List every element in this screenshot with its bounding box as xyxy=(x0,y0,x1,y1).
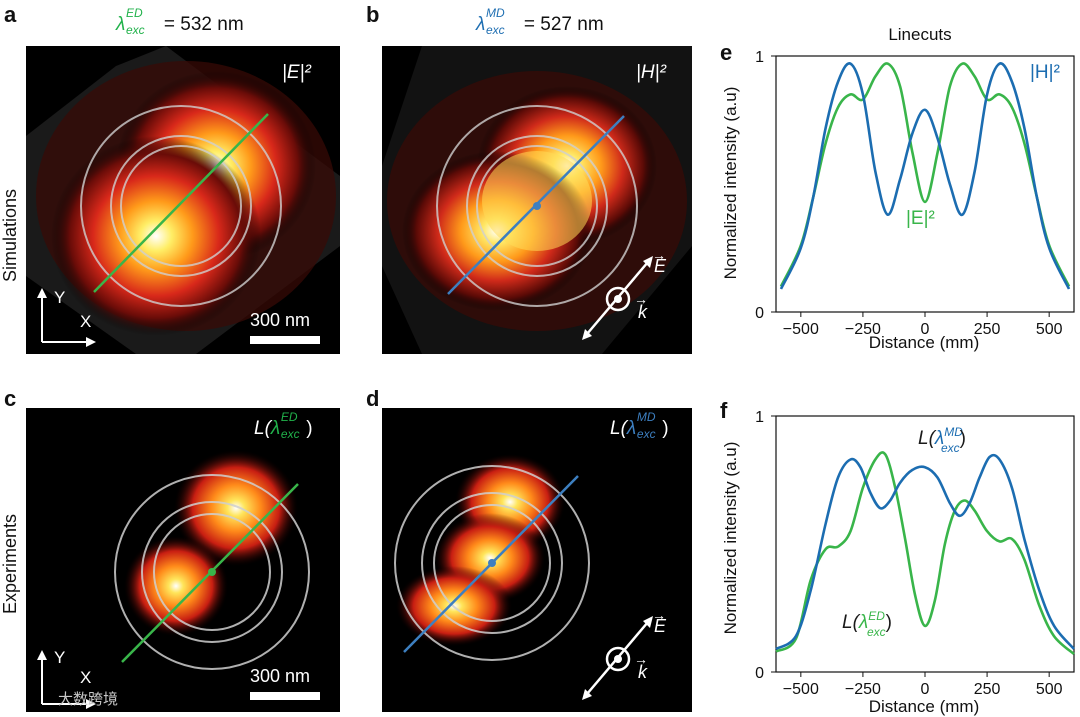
y-tick-label: 1 xyxy=(755,409,764,426)
series-line xyxy=(779,62,1071,290)
scale-bar-label-c: 300 nm xyxy=(250,666,311,686)
k-vector-label: k xyxy=(638,302,647,322)
series-line xyxy=(775,453,1075,651)
chart-f-ylabel: Normalized intensity (a.u) xyxy=(721,442,740,635)
chart-e-annotation-E: |E|² xyxy=(906,208,935,229)
panel-d-image: L(λ MD exc) E → k → xyxy=(382,408,692,712)
field-label-E: |E|² xyxy=(282,62,311,83)
k-vector-arrow-icon: → xyxy=(634,291,648,307)
axis-x-label-c: X xyxy=(80,668,92,687)
field-label-L-MD: L(λ MD exc) xyxy=(610,410,669,441)
x-tick-label: −250 xyxy=(845,321,881,338)
x-tick-label: −250 xyxy=(845,681,881,698)
row-label-simulations: Simulations xyxy=(0,188,20,282)
chart-e-title: Linecuts xyxy=(888,25,951,44)
panel-letter-e: e xyxy=(720,40,733,65)
x-tick-label: 0 xyxy=(921,321,930,338)
panel-a-image: |E|² Y X 300 nm xyxy=(26,46,340,354)
x-tick-label: 250 xyxy=(974,681,1001,698)
panel-letter-f: f xyxy=(720,398,728,423)
scale-bar xyxy=(250,336,320,344)
axis-y-label: Y xyxy=(54,288,66,307)
chart-e-annotation-H: |H|² xyxy=(1030,62,1060,83)
y-tick-label: 0 xyxy=(755,665,764,682)
chart-f-linecuts: Normalized intensity (a.u) Distance (mm)… xyxy=(721,409,1075,716)
chart-e-linecuts: Linecuts Normalized intensity (a.u) Dist… xyxy=(721,25,1075,352)
series-line xyxy=(775,451,1075,656)
x-tick-label: −500 xyxy=(783,321,819,338)
scale-bar-c xyxy=(250,692,320,700)
panel-letter-a: a xyxy=(4,2,17,27)
x-tick-label: 500 xyxy=(1036,321,1063,338)
k-vector-label-d: k xyxy=(638,662,647,682)
chart-e-ylabel: Normalized intensity (a.u) xyxy=(721,87,740,280)
y-tick-label: 1 xyxy=(755,49,764,66)
panel-letter-b: b xyxy=(366,2,380,27)
panel-letter-d: d xyxy=(366,386,380,411)
watermark: 大数跨境 xyxy=(58,691,119,708)
panel-letter-c: c xyxy=(4,386,17,411)
E-vector-label-d: E xyxy=(654,616,667,636)
x-tick-label: 250 xyxy=(974,321,1001,338)
x-tick-label: 500 xyxy=(1036,681,1063,698)
field-label-H: |H|² xyxy=(636,62,666,83)
chart-f-xlabel: Distance (mm) xyxy=(869,697,980,716)
E-vector-arrow-icon: → xyxy=(652,247,666,263)
x-tick-label: −500 xyxy=(783,681,819,698)
k-vector-arrow-icon-d: → xyxy=(634,651,648,667)
axis-x-label: X xyxy=(80,312,92,331)
panel-c-image: L(λ ED exc) Y X 300 nm xyxy=(26,408,340,712)
chart-f-annotation-MD: L(λMD exc) xyxy=(918,425,966,455)
panel-b-title: λ MD exc = 527 nm xyxy=(476,6,604,37)
row-label-experiments: Experiments xyxy=(0,513,20,614)
series-line xyxy=(779,62,1071,287)
E-vector-arrow-icon-d: → xyxy=(652,607,666,623)
chart-e-xlabel: Distance (mm) xyxy=(869,333,980,352)
scale-bar-label: 300 nm xyxy=(250,310,311,330)
chart-f-annotation-ED: L(λED exc) xyxy=(842,609,892,639)
y-tick-label: 0 xyxy=(755,305,764,322)
plot-frame xyxy=(775,55,1075,313)
panel-b-image: |H|² E → k → xyxy=(382,46,692,354)
panel-a-title: λ ED exc = 532 nm xyxy=(116,6,244,37)
x-tick-label: 0 xyxy=(921,681,930,698)
E-vector-label: E xyxy=(654,256,667,276)
axis-y-label-c: Y xyxy=(54,648,66,667)
field-label-L-ED: L(λ ED exc) xyxy=(254,410,313,441)
